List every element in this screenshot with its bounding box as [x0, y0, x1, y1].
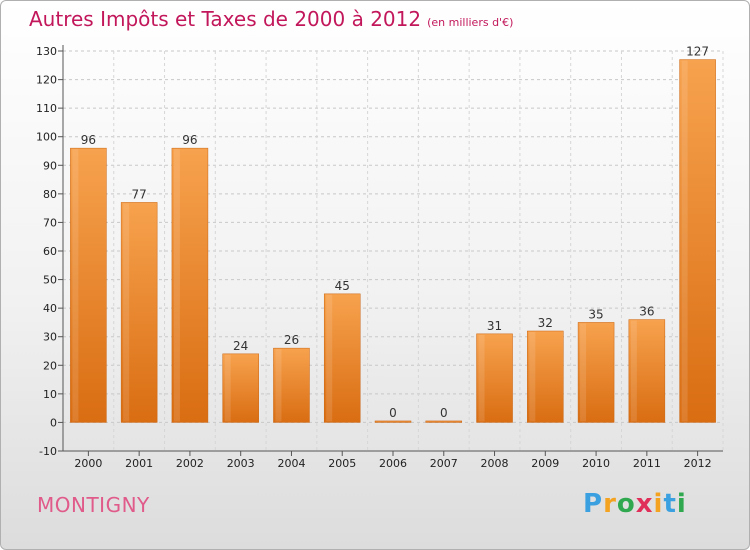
x-tick-label-2011: 2011: [633, 457, 661, 470]
x-tick-label-2004: 2004: [277, 457, 305, 470]
logo-letter: t: [663, 489, 677, 519]
bar-2002: [171, 147, 209, 423]
value-label-2009: 32: [538, 316, 553, 330]
logo-letter: i: [676, 489, 687, 519]
value-label-2007: 0: [440, 406, 448, 420]
logo-letter: i: [653, 489, 664, 519]
logo-letter: P: [583, 489, 604, 519]
y-tick-label: -10: [39, 445, 57, 458]
bar-highlight: [326, 294, 333, 422]
bar-2007: [425, 420, 463, 423]
bar-highlight: [123, 203, 130, 422]
x-tick-label-2006: 2006: [379, 457, 407, 470]
y-tick-label: 10: [43, 388, 57, 401]
x-tick-label-2001: 2001: [125, 457, 153, 470]
bar-2011: [628, 319, 666, 423]
y-tick-label: 60: [43, 245, 57, 258]
bar-2005: [323, 293, 361, 423]
bar-highlight: [275, 349, 282, 422]
y-tick-label: 50: [43, 274, 57, 287]
y-tick-label: 110: [36, 102, 57, 115]
bar-2009: [527, 330, 564, 423]
value-label-2001: 77: [132, 187, 147, 201]
bar-highlight: [529, 332, 536, 422]
y-tick-label: 20: [43, 359, 57, 372]
x-tick-label-2002: 2002: [176, 457, 204, 470]
logo-letter: x: [635, 489, 654, 519]
logo-letter: r: [603, 489, 617, 519]
chart-title-text: Autres Impôts et Taxes de 2000 à 2012: [29, 7, 422, 31]
y-tick-label: 130: [36, 45, 57, 58]
x-tick-label-2012: 2012: [684, 457, 712, 470]
x-tick-label-2003: 2003: [227, 457, 255, 470]
proxiti-logo: Proxiti: [583, 489, 687, 519]
place-name: MONTIGNY: [37, 493, 150, 517]
y-tick-label: 70: [43, 216, 57, 229]
bar-highlight: [580, 323, 587, 422]
y-tick-label: 40: [43, 302, 57, 315]
bar-2006: [374, 420, 412, 423]
bar-2001: [120, 202, 158, 423]
bar-2010: [577, 322, 615, 423]
y-tick-label: 100: [36, 131, 57, 144]
bar-2004: [273, 347, 310, 423]
value-label-2010: 35: [588, 307, 603, 321]
y-tick-label: 90: [43, 159, 57, 172]
chart-title: Autres Impôts et Taxes de 2000 à 2012 (en…: [29, 7, 513, 31]
x-tick-label-2005: 2005: [328, 457, 356, 470]
y-tick-label: 80: [43, 188, 57, 201]
x-tick-label-2000: 2000: [74, 457, 102, 470]
value-label-2004: 26: [284, 333, 299, 347]
bar-2012: [679, 59, 716, 423]
value-label-2005: 45: [335, 279, 350, 293]
x-tick-label-2007: 2007: [430, 457, 458, 470]
x-tick-label-2010: 2010: [582, 457, 610, 470]
value-label-2003: 24: [233, 339, 248, 353]
value-label-2011: 36: [639, 305, 654, 319]
y-tick-label: 30: [43, 331, 57, 344]
bar-highlight: [630, 320, 637, 422]
bar-2000: [70, 147, 107, 423]
value-label-2012: 127: [686, 45, 709, 59]
value-label-2002: 96: [182, 133, 197, 147]
bar-highlight: [478, 334, 485, 422]
bar-highlight: [224, 354, 231, 422]
bar-2008: [476, 333, 513, 423]
logo-letter: o: [616, 489, 636, 519]
y-tick-label: 120: [36, 74, 57, 87]
bar-highlight: [72, 149, 79, 422]
value-label-2000: 96: [81, 133, 96, 147]
value-label-2006: 0: [389, 406, 397, 420]
chart-subtitle: (en milliers d'€): [427, 16, 514, 29]
bar-highlight: [173, 149, 180, 422]
bar-2003: [222, 353, 259, 423]
value-label-2008: 31: [487, 319, 502, 333]
x-tick-label-2009: 2009: [531, 457, 559, 470]
y-tick-label: 0: [50, 416, 57, 429]
bar-highlight: [681, 60, 688, 422]
x-tick-label-2008: 2008: [481, 457, 509, 470]
